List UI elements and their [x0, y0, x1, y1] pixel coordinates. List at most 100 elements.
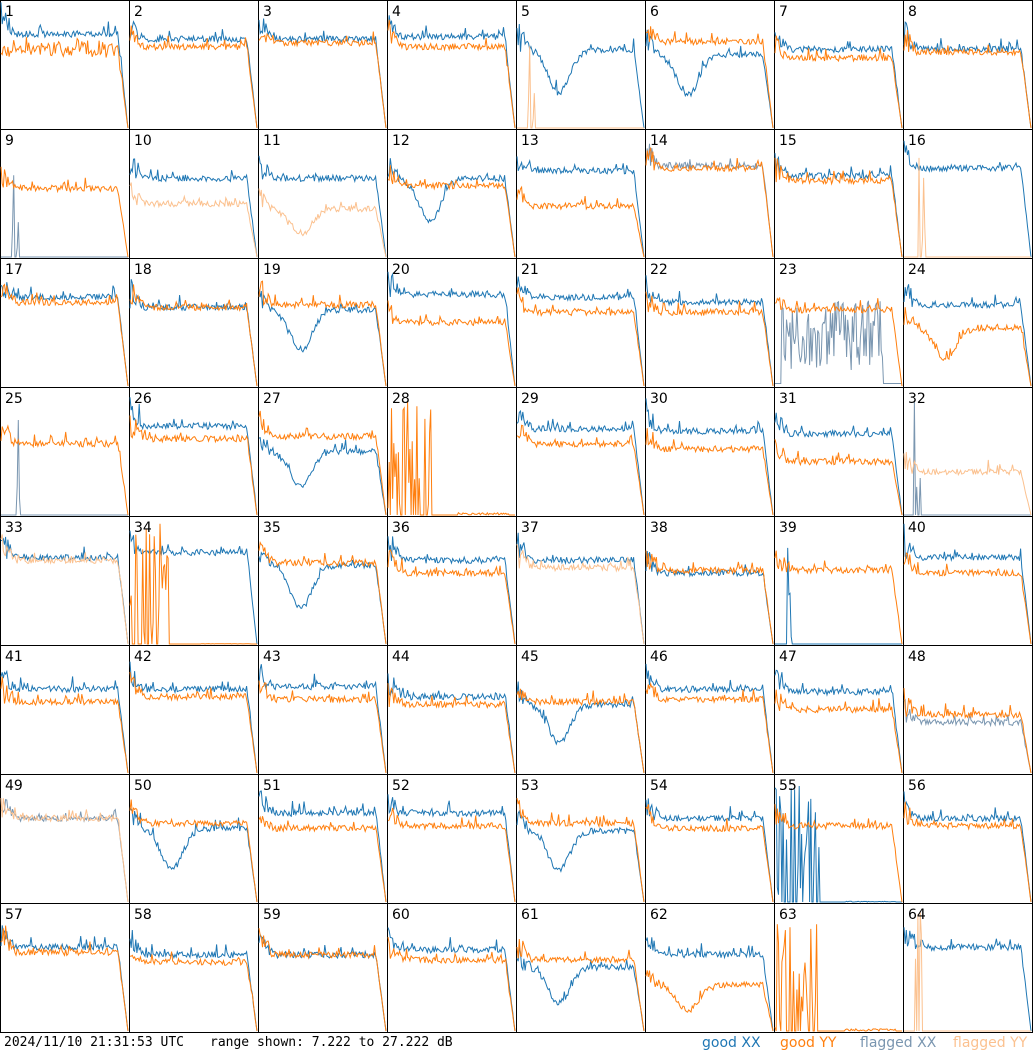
series-yy-good — [258, 31, 387, 129]
timestamp: 2024/11/10 21:31:53 UTC — [4, 1035, 185, 1050]
series-yy-good — [903, 688, 1032, 774]
series-yy-good — [774, 804, 903, 903]
tile-10: 10 — [129, 129, 259, 259]
tile-61: 61 — [516, 903, 646, 1033]
series-yy-good — [645, 291, 774, 387]
series-xx-good — [129, 929, 258, 1032]
series-xx-good — [0, 2, 129, 129]
series-xx-good — [0, 669, 129, 774]
tile-label: 3 — [263, 4, 272, 20]
tile-6: 6 — [645, 0, 775, 130]
tile-12: 12 — [387, 129, 517, 259]
series-xx-good — [258, 790, 387, 903]
tile-41: 41 — [0, 645, 130, 775]
footer: 2024/11/10 21:31:53 UTC range shown: 7.2… — [0, 1033, 1033, 1053]
tile-label: 36 — [392, 520, 410, 536]
tile-56: 56 — [903, 774, 1033, 904]
series-xx-good — [516, 946, 645, 1032]
tile-59: 59 — [258, 903, 388, 1033]
tile-label: 1 — [5, 4, 14, 20]
series-yy-flagged — [0, 534, 129, 645]
series-xx-good — [387, 536, 516, 645]
series-xx-good — [129, 530, 258, 645]
tile-label: 5 — [521, 4, 530, 20]
tile-frame — [0, 0, 130, 130]
tile-frame — [0, 387, 130, 517]
tile-1: 1 — [0, 0, 130, 130]
tile-frame — [0, 774, 130, 904]
tile-label: 28 — [392, 391, 410, 407]
series-yy-good — [516, 424, 645, 516]
series-yy-good — [387, 548, 516, 645]
tile-label: 41 — [5, 649, 23, 665]
series-yy-good — [645, 970, 774, 1032]
tile-28: 28 — [387, 387, 517, 517]
series-yy-good — [516, 798, 645, 903]
tile-frame — [387, 645, 517, 775]
series-yy-good — [516, 938, 645, 1032]
series-xx-good — [774, 412, 903, 516]
tile-label: 17 — [5, 262, 23, 278]
tile-label: 32 — [908, 391, 926, 407]
tile-label: 6 — [650, 4, 659, 20]
tile-frame — [645, 774, 775, 904]
tile-58: 58 — [129, 903, 259, 1033]
tile-53: 53 — [516, 774, 646, 904]
tile-51: 51 — [258, 774, 388, 904]
tile-label: 62 — [650, 907, 668, 923]
legend-good-yy: good YY — [780, 1035, 837, 1051]
series-yy-good — [129, 284, 258, 387]
tile-label: 22 — [650, 262, 668, 278]
tile-label: 2 — [134, 4, 143, 20]
series-xx-flagged — [775, 300, 902, 384]
series-xx-good — [387, 673, 516, 774]
tile-label: 64 — [908, 907, 926, 923]
tile-frame — [903, 903, 1033, 1033]
tile-31: 31 — [774, 387, 904, 517]
tile-label: 20 — [392, 262, 410, 278]
tile-frame — [903, 258, 1033, 388]
series-yy-good — [774, 439, 903, 516]
series-yy-good — [0, 925, 129, 1032]
tile-frame — [516, 774, 646, 904]
series-yy-good — [645, 550, 774, 645]
tile-label: 21 — [521, 262, 539, 278]
tile-frame — [774, 387, 904, 517]
series-yy-flagged — [258, 188, 387, 258]
tile-64: 64 — [903, 903, 1033, 1033]
tile-label: 58 — [134, 907, 152, 923]
series-xx-good — [129, 158, 258, 258]
tile-frame — [129, 903, 259, 1033]
tile-frame — [903, 0, 1033, 130]
series-xx-good — [645, 275, 774, 387]
series-yy-good — [387, 937, 516, 1032]
series-xx-good — [645, 663, 774, 774]
series-yy-good — [774, 550, 903, 645]
series-xx-good — [903, 21, 1032, 129]
series-xx-good — [903, 791, 1032, 903]
series-yy-good — [903, 801, 1032, 903]
series-yy-good — [0, 283, 129, 387]
tile-label: 46 — [650, 649, 668, 665]
tile-52: 52 — [387, 774, 517, 904]
tile-label: 10 — [134, 133, 152, 149]
series-yy-good — [129, 671, 258, 774]
series-yy-good — [645, 147, 774, 258]
tile-frame — [258, 645, 388, 775]
series-xx-flagged — [903, 698, 1032, 774]
series-xx-good — [387, 158, 516, 258]
series-xx-good — [516, 809, 645, 903]
series-yy-good — [258, 815, 387, 903]
tile-label: 56 — [908, 778, 926, 794]
series-yy-good — [774, 297, 903, 387]
series-xx-good — [775, 547, 902, 645]
tile-frame — [129, 645, 259, 775]
series-xx-good — [645, 398, 774, 516]
tile-label: 29 — [521, 391, 539, 407]
legend-flagged-yy: flagged YY — [953, 1035, 1028, 1051]
series-xx-good — [903, 140, 1032, 258]
series-yy-flagged — [904, 157, 1031, 258]
series-xx-good — [516, 532, 645, 645]
series-xx-good — [645, 550, 774, 645]
series-xx-good — [0, 282, 129, 387]
